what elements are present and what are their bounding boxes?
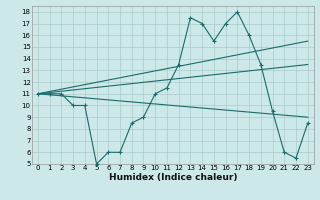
- X-axis label: Humidex (Indice chaleur): Humidex (Indice chaleur): [108, 173, 237, 182]
